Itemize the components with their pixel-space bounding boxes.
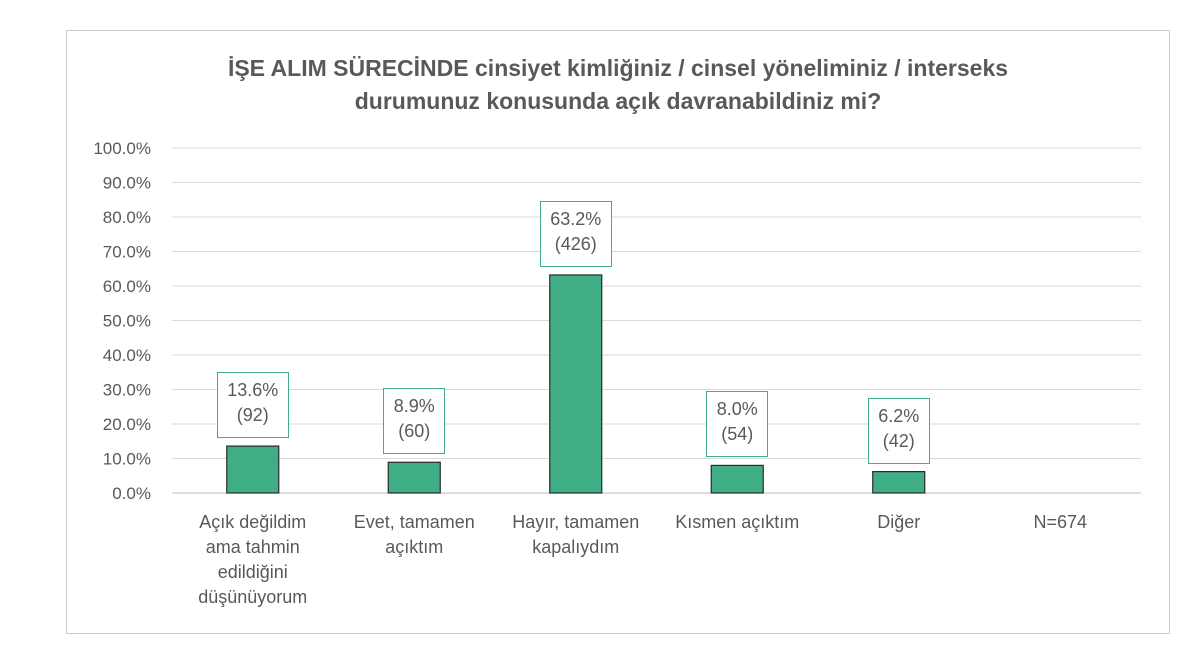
data-label-count: (54) (721, 424, 754, 445)
x-tick-label: Kısmen açıktım (675, 512, 800, 532)
y-tick-label: 80.0% (103, 208, 151, 227)
bar (226, 445, 280, 494)
y-tick-label: 0.0% (112, 484, 151, 503)
y-tick-label: 90.0% (103, 174, 151, 193)
y-tick-label: 20.0% (103, 415, 151, 434)
data-label-percent: 8.0% (716, 399, 758, 420)
y-tick-label: 50.0% (103, 312, 151, 331)
data-label: 13.6% (92) (216, 372, 289, 439)
data-label: 6.2% (42) (867, 397, 930, 464)
y-tick-label: 70.0% (103, 243, 151, 262)
bar (872, 471, 926, 494)
data-label-percent: 6.2% (878, 405, 920, 426)
x-tick-label: Açık değildim ama tahmin edildiğini düşünüy… (198, 512, 308, 607)
chart-title: İŞE ALIM SÜRECİNDE cinsiyet kimliğiniz /… (66, 52, 1170, 118)
chart-frame (66, 30, 1170, 634)
bar (387, 461, 441, 494)
data-label: 8.0% (54) (706, 391, 769, 458)
data-label-count: (42) (882, 430, 915, 451)
data-label-percent: 63.2% (550, 208, 602, 229)
data-label: 63.2% (426) (539, 200, 612, 267)
data-label: 8.9% (60) (383, 388, 446, 455)
y-tick-label: 40.0% (103, 346, 151, 365)
chart-title-line-1: İŞE ALIM SÜRECİNDE cinsiyet kimliğiniz /… (227, 55, 1009, 81)
chart-title-line-2: durumunuz konusunda açık davranabildiniz… (354, 88, 882, 114)
x-tick-label: N=674 (1033, 512, 1088, 532)
bar (549, 274, 603, 494)
y-tick-label: 60.0% (103, 277, 151, 296)
bar (710, 464, 764, 494)
data-label-count: (60) (398, 421, 431, 442)
data-label-percent: 13.6% (227, 380, 279, 401)
x-tick-label: Diğer (877, 512, 921, 532)
y-tick-label: 100.0% (93, 139, 151, 158)
y-tick-label: 30.0% (103, 381, 151, 400)
data-label-count: (426) (554, 233, 597, 254)
x-tick-label: Hayır, tamamen kapalıydım (512, 512, 640, 557)
y-tick-label: 10.0% (103, 450, 151, 469)
x-tick-label: Evet, tamamen açıktım (353, 512, 475, 557)
data-label-percent: 8.9% (393, 396, 435, 417)
data-label-count: (92) (236, 405, 269, 426)
